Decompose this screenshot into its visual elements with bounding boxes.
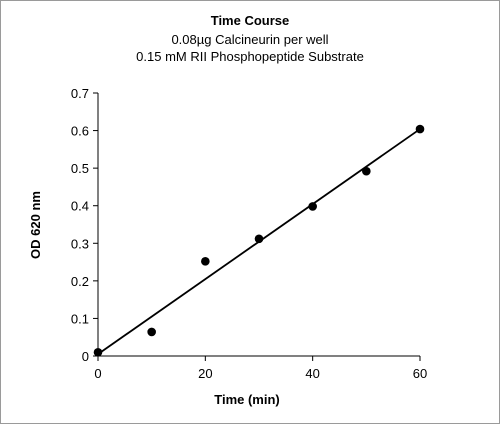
x-tick-label-3: 60 [413,366,427,381]
chart-subtitle-line-2: 0.15 mM RII Phosphopeptide Substrate [136,49,364,64]
data-point-0-2 [201,257,210,266]
x-tick-label-0: 0 [94,366,101,381]
chart-subtitle-line-1: 0.08µg Calcineurin per well [171,32,328,47]
data-point-0-1 [147,327,156,337]
x-axis-label: Time (min) [214,392,280,407]
chart-title: Time Course [211,13,290,28]
data-point-0-6 [415,124,425,134]
y-tick-label-3: 0.3 [71,236,89,251]
x-tick-label-1: 20 [198,366,212,381]
data-point-0-3 [254,234,264,244]
y-tick-label-5: 0.5 [71,161,89,176]
plot-area: 0 0.1 0.2 0.3 0.4 0.5 0.6 0.7 0 20 40 60 [71,86,427,381]
data-point-0-4 [308,202,317,211]
y-axis-label: OD 620 nm [28,191,43,259]
y-tick-label-4: 0.4 [71,199,89,214]
y-tick-label-0: 0 [82,349,89,364]
y-tick-label-1: 0.1 [71,311,89,326]
y-tick-label-2: 0.2 [71,274,89,289]
data-point-0-0 [93,347,103,357]
y-tick-label-6: 0.6 [71,124,89,139]
y-tick-label-7: 0.7 [71,86,89,101]
x-tick-label-2: 40 [305,366,319,381]
data-point-0-5 [362,166,371,176]
